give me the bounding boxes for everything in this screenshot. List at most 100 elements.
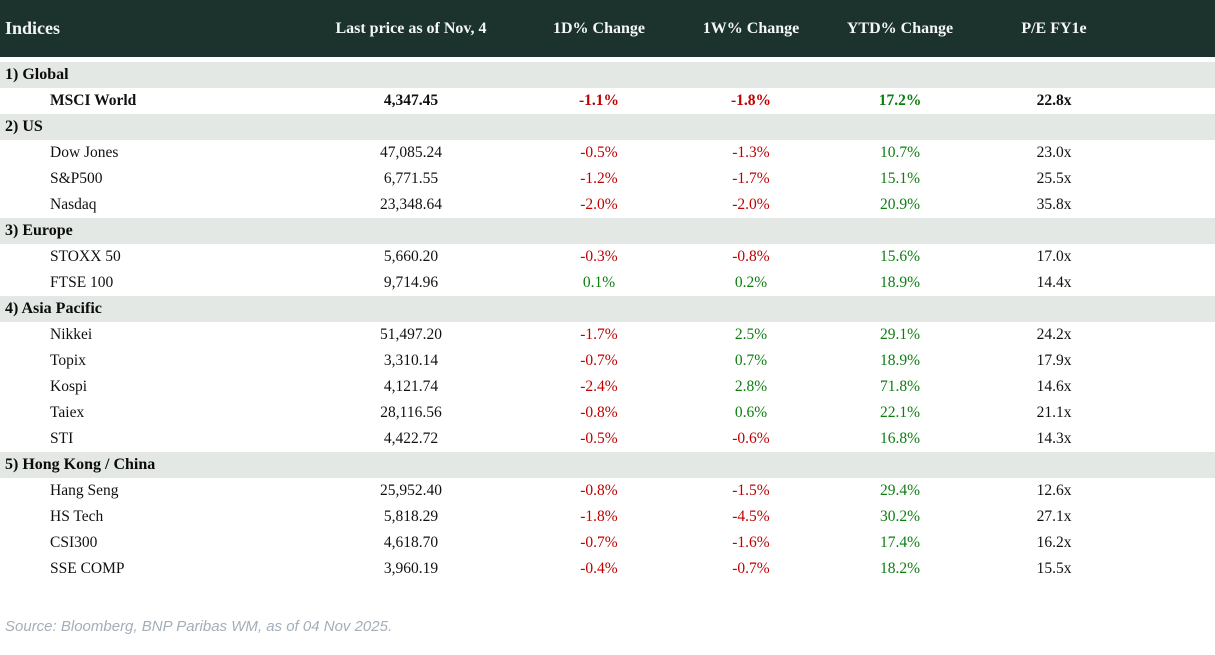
section-row: 3) Europe xyxy=(0,218,1215,244)
ytd-change-cell: 30.2% xyxy=(806,504,994,530)
1d-change-cell: -0.8% xyxy=(502,400,696,426)
pe-fy1e-cell: 17.0x xyxy=(994,244,1215,270)
1d-change-cell: -1.8% xyxy=(502,504,696,530)
last-price-cell: 6,771.55 xyxy=(320,166,502,192)
ytd-change-cell: 10.7% xyxy=(806,140,994,166)
1d-change-cell: -0.3% xyxy=(502,244,696,270)
table-row: Kospi 4,121.74 -2.4% 2.8% 71.8% 14.6x xyxy=(0,374,1215,400)
last-price-cell: 4,347.45 xyxy=(320,88,502,114)
table-row: Taiex 28,116.56 -0.8% 0.6% 22.1% 21.1x xyxy=(0,400,1215,426)
1d-change-cell: -1.1% xyxy=(502,88,696,114)
1d-change-cell: -0.4% xyxy=(502,556,696,582)
last-price-cell: 3,960.19 xyxy=(320,556,502,582)
1d-change-cell: -1.7% xyxy=(502,322,696,348)
table-row: Nikkei 51,497.20 -1.7% 2.5% 29.1% 24.2x xyxy=(0,322,1215,348)
table-row: STOXX 50 5,660.20 -0.3% -0.8% 15.6% 17.0x xyxy=(0,244,1215,270)
section-label: 1) Global xyxy=(0,59,1215,88)
1w-change-cell: -4.5% xyxy=(696,504,806,530)
pe-fy1e-cell: 35.8x xyxy=(994,192,1215,218)
section-row: 1) Global xyxy=(0,59,1215,88)
table-row: Nasdaq 23,348.64 -2.0% -2.0% 20.9% 35.8x xyxy=(0,192,1215,218)
pe-fy1e-cell: 24.2x xyxy=(994,322,1215,348)
1w-change-cell: 2.5% xyxy=(696,322,806,348)
pe-fy1e-cell: 12.6x xyxy=(994,478,1215,504)
ytd-change-cell: 20.9% xyxy=(806,192,994,218)
last-price-cell: 4,121.74 xyxy=(320,374,502,400)
last-price-cell: 5,818.29 xyxy=(320,504,502,530)
index-name-cell: MSCI World xyxy=(0,88,320,114)
indices-table: Indices Last price as of Nov, 4 1D% Chan… xyxy=(0,0,1215,582)
section-row: 2) US xyxy=(0,114,1215,140)
1w-change-cell: -0.6% xyxy=(696,426,806,452)
table-row: STI 4,422.72 -0.5% -0.6% 16.8% 14.3x xyxy=(0,426,1215,452)
1w-change-cell: -1.3% xyxy=(696,140,806,166)
1w-change-cell: -1.5% xyxy=(696,478,806,504)
ytd-change-cell: 18.9% xyxy=(806,270,994,296)
table-header-row: Indices Last price as of Nov, 4 1D% Chan… xyxy=(0,0,1215,62)
pe-fy1e-cell: 27.1x xyxy=(994,504,1215,530)
1d-change-cell: -2.0% xyxy=(502,192,696,218)
table-row: Topix 3,310.14 -0.7% 0.7% 18.9% 17.9x xyxy=(0,348,1215,374)
1d-change-cell: -0.8% xyxy=(502,478,696,504)
column-header-1d-change: 1D% Change xyxy=(502,0,696,62)
table-row: S&P500 6,771.55 -1.2% -1.7% 15.1% 25.5x xyxy=(0,166,1215,192)
section-label: 5) Hong Kong / China xyxy=(0,452,1215,478)
1w-change-cell: -1.7% xyxy=(696,166,806,192)
ytd-change-cell: 29.4% xyxy=(806,478,994,504)
table-row: FTSE 100 9,714.96 0.1% 0.2% 18.9% 14.4x xyxy=(0,270,1215,296)
pe-fy1e-cell: 25.5x xyxy=(994,166,1215,192)
pe-fy1e-cell: 14.4x xyxy=(994,270,1215,296)
index-name-cell: Nasdaq xyxy=(0,192,320,218)
index-name-cell: Nikkei xyxy=(0,322,320,348)
column-header-pe-fy1e: P/E FY1e xyxy=(994,0,1215,62)
ytd-change-cell: 17.4% xyxy=(806,530,994,556)
last-price-cell: 4,618.70 xyxy=(320,530,502,556)
section-label: 4) Asia Pacific xyxy=(0,296,1215,322)
last-price-cell: 28,116.56 xyxy=(320,400,502,426)
section-row: 4) Asia Pacific xyxy=(0,296,1215,322)
ytd-change-cell: 22.1% xyxy=(806,400,994,426)
pe-fy1e-cell: 22.8x xyxy=(994,88,1215,114)
pe-fy1e-cell: 17.9x xyxy=(994,348,1215,374)
column-header-1w-change: 1W% Change xyxy=(696,0,806,62)
1d-change-cell: -0.5% xyxy=(502,426,696,452)
column-header-ytd-change: YTD% Change xyxy=(806,0,994,62)
1d-change-cell: -0.7% xyxy=(502,530,696,556)
ytd-change-cell: 29.1% xyxy=(806,322,994,348)
ytd-change-cell: 15.1% xyxy=(806,166,994,192)
index-name-cell: Topix xyxy=(0,348,320,374)
index-name-cell: HS Tech xyxy=(0,504,320,530)
table-row: CSI300 4,618.70 -0.7% -1.6% 17.4% 16.2x xyxy=(0,530,1215,556)
table-row: MSCI World 4,347.45 -1.1% -1.8% 17.2% 22.8x xyxy=(0,88,1215,114)
1w-change-cell: 2.8% xyxy=(696,374,806,400)
column-header-indices: Indices xyxy=(0,0,320,62)
table-row: HS Tech 5,818.29 -1.8% -4.5% 30.2% 27.1x xyxy=(0,504,1215,530)
source-note: Source: Bloomberg, BNP Paribas WM, as of… xyxy=(5,618,393,635)
ytd-change-cell: 18.9% xyxy=(806,348,994,374)
pe-fy1e-cell: 14.3x xyxy=(994,426,1215,452)
1w-change-cell: 0.2% xyxy=(696,270,806,296)
table-row: Hang Seng 25,952.40 -0.8% -1.5% 29.4% 12.6x xyxy=(0,478,1215,504)
section-label: 2) US xyxy=(0,114,1215,140)
1w-change-cell: -0.7% xyxy=(696,556,806,582)
last-price-cell: 4,422.72 xyxy=(320,426,502,452)
last-price-cell: 5,660.20 xyxy=(320,244,502,270)
table-row: SSE COMP 3,960.19 -0.4% -0.7% 18.2% 15.5x xyxy=(0,556,1215,582)
1d-change-cell: -1.2% xyxy=(502,166,696,192)
pe-fy1e-cell: 14.6x xyxy=(994,374,1215,400)
pe-fy1e-cell: 15.5x xyxy=(994,556,1215,582)
index-name-cell: Hang Seng xyxy=(0,478,320,504)
last-price-cell: 23,348.64 xyxy=(320,192,502,218)
pe-fy1e-cell: 21.1x xyxy=(994,400,1215,426)
column-header-last-price: Last price as of Nov, 4 xyxy=(320,0,502,62)
index-name-cell: Kospi xyxy=(0,374,320,400)
1d-change-cell: -0.7% xyxy=(502,348,696,374)
index-name-cell: SSE COMP xyxy=(0,556,320,582)
1d-change-cell: -0.5% xyxy=(502,140,696,166)
last-price-cell: 3,310.14 xyxy=(320,348,502,374)
last-price-cell: 51,497.20 xyxy=(320,322,502,348)
index-name-cell: FTSE 100 xyxy=(0,270,320,296)
index-name-cell: CSI300 xyxy=(0,530,320,556)
index-name-cell: STI xyxy=(0,426,320,452)
index-name-cell: Taiex xyxy=(0,400,320,426)
